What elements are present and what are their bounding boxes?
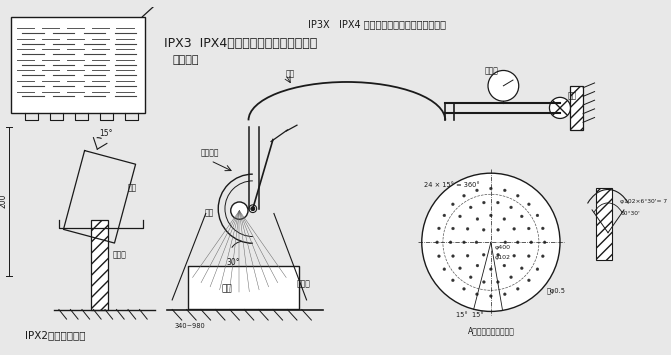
Circle shape	[458, 215, 462, 218]
Circle shape	[489, 187, 493, 190]
Circle shape	[466, 254, 469, 257]
Text: 活动挡板: 活动挡板	[201, 148, 219, 158]
Circle shape	[462, 194, 466, 197]
Circle shape	[462, 241, 466, 244]
Circle shape	[497, 280, 499, 283]
Circle shape	[466, 228, 469, 230]
Circle shape	[520, 215, 523, 218]
Circle shape	[520, 267, 523, 270]
Circle shape	[550, 97, 570, 119]
Text: 试样: 试样	[221, 284, 232, 293]
Circle shape	[527, 255, 530, 257]
Bar	[11, 17, 146, 113]
Circle shape	[536, 214, 539, 217]
Circle shape	[503, 293, 506, 296]
Bar	[189, 266, 299, 308]
Bar	[570, 86, 583, 130]
Circle shape	[497, 228, 499, 231]
Circle shape	[516, 241, 519, 244]
Circle shape	[513, 254, 515, 257]
Circle shape	[443, 268, 446, 271]
Circle shape	[476, 293, 478, 296]
Circle shape	[249, 205, 256, 213]
Text: 试样: 试样	[128, 183, 138, 192]
Circle shape	[452, 255, 454, 257]
Circle shape	[544, 241, 546, 244]
Circle shape	[475, 241, 478, 244]
Circle shape	[516, 194, 519, 197]
Circle shape	[489, 214, 493, 217]
Circle shape	[530, 241, 533, 244]
Circle shape	[482, 253, 485, 256]
Circle shape	[462, 288, 466, 290]
Text: 60°30': 60°30'	[621, 211, 640, 216]
Circle shape	[476, 264, 479, 267]
Text: IPX2滴水试验装置: IPX2滴水试验装置	[25, 331, 86, 340]
Circle shape	[527, 279, 530, 282]
Text: 15°: 15°	[99, 129, 113, 138]
Circle shape	[452, 227, 454, 230]
Circle shape	[469, 276, 472, 279]
Circle shape	[251, 207, 255, 211]
Circle shape	[469, 206, 472, 209]
Circle shape	[541, 255, 544, 258]
Bar	[597, 187, 612, 260]
Text: 200: 200	[0, 194, 7, 208]
Circle shape	[509, 206, 513, 209]
Circle shape	[482, 228, 485, 231]
Text: 30°: 30°	[226, 258, 240, 267]
Text: 压力表: 压力表	[484, 66, 498, 75]
Text: IPX3  IPX4防淋水溅水手持式试验装置: IPX3 IPX4防淋水溅水手持式试验装置	[164, 37, 318, 50]
Circle shape	[497, 253, 499, 256]
Circle shape	[452, 279, 454, 282]
Text: 阀门: 阀门	[568, 91, 577, 100]
Circle shape	[437, 255, 440, 258]
Circle shape	[435, 241, 439, 244]
Circle shape	[504, 241, 507, 244]
Text: 喷头: 喷头	[205, 208, 214, 217]
Text: 24 × 15° = 360°: 24 × 15° = 360°	[423, 182, 480, 188]
Text: φ102×6°30'= 7: φ102×6°30'= 7	[621, 198, 668, 203]
Circle shape	[231, 202, 248, 219]
Circle shape	[536, 268, 539, 271]
Circle shape	[541, 227, 544, 230]
Bar	[91, 220, 108, 310]
Circle shape	[488, 70, 519, 101]
Text: 支承轴: 支承轴	[113, 250, 127, 259]
Circle shape	[482, 280, 485, 283]
Text: φ102: φ102	[495, 255, 511, 260]
Circle shape	[527, 203, 530, 206]
Text: φ400: φ400	[495, 245, 511, 250]
Circle shape	[476, 218, 479, 220]
Circle shape	[513, 228, 515, 230]
Circle shape	[489, 295, 493, 297]
Text: 平衡锤: 平衡锤	[297, 279, 311, 288]
Circle shape	[458, 267, 462, 270]
Text: IP3X   IPX4 防淋水和溅水试验装置（摆管）: IP3X IPX4 防淋水和溅水试验装置（摆管）	[309, 20, 446, 29]
Text: A向视图（移去挡板）: A向视图（移去挡板）	[468, 326, 515, 335]
Circle shape	[482, 201, 485, 204]
Text: （喷头）: （喷头）	[172, 55, 199, 65]
Circle shape	[497, 201, 499, 204]
Circle shape	[443, 214, 446, 217]
Circle shape	[449, 241, 452, 244]
Circle shape	[437, 227, 440, 230]
Circle shape	[452, 203, 454, 206]
Circle shape	[476, 189, 478, 192]
Circle shape	[509, 276, 513, 279]
Circle shape	[516, 288, 519, 290]
Circle shape	[503, 189, 506, 192]
Circle shape	[489, 268, 493, 271]
Text: 孔φ0.5: 孔φ0.5	[547, 287, 566, 294]
Circle shape	[503, 264, 506, 267]
Circle shape	[422, 173, 560, 311]
Circle shape	[527, 227, 530, 230]
Text: 15°  15°: 15° 15°	[456, 312, 484, 318]
Text: 枢管: 枢管	[285, 70, 295, 79]
Text: 340~980: 340~980	[174, 323, 205, 329]
Circle shape	[503, 218, 506, 220]
